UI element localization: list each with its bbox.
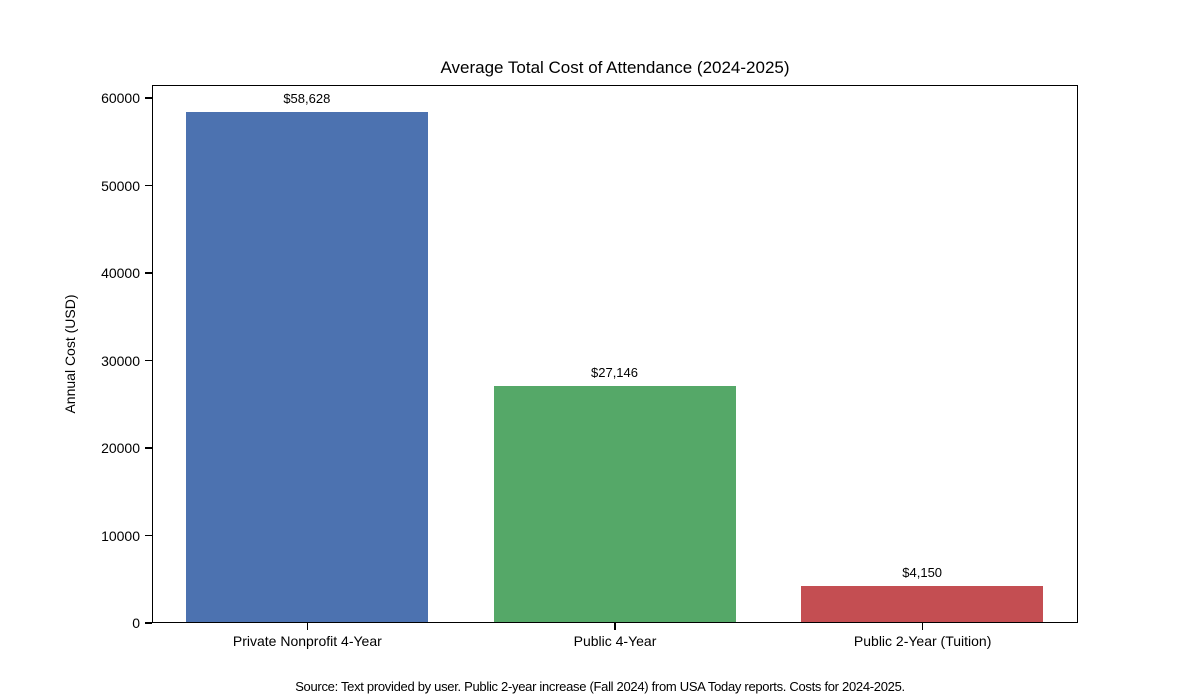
y-tick-label: 10000 <box>101 527 140 544</box>
y-tick-mark <box>145 359 152 362</box>
y-tick-label: 60000 <box>101 90 140 107</box>
chart-title: Average Total Cost of Attendance (2024-2… <box>440 58 790 77</box>
x-tick-mark <box>921 623 924 630</box>
bar-private-nonprofit-4-year <box>185 111 428 622</box>
bar-public-4-year <box>493 385 736 622</box>
y-tick-mark <box>145 184 152 187</box>
y-tick-label: 50000 <box>101 177 140 194</box>
bar-value-label: $58,628 <box>283 90 331 106</box>
y-tick-mark <box>145 534 152 537</box>
x-tick-label: Public 4-Year <box>573 633 657 649</box>
y-tick-mark <box>145 447 152 449</box>
bar-public-2-year-tuition <box>801 585 1044 622</box>
y-tick-label: 0 <box>132 615 140 631</box>
y-tick-label: 20000 <box>101 440 140 457</box>
plot-area: $58,628 $27,146 $4,150 <box>152 85 1078 623</box>
x-tick-mark <box>614 623 616 630</box>
y-tick-mark <box>145 622 152 624</box>
x-tick-label: Private Nonprofit 4-Year <box>232 633 382 649</box>
source-note: Source: Text provided by user. Public 2-… <box>295 679 905 694</box>
x-tick-label: Public 2-Year (Tuition) <box>853 633 992 649</box>
x-tick-mark <box>306 623 309 630</box>
bar-value-label: $27,146 <box>591 364 638 380</box>
y-tick-label: 40000 <box>101 265 140 282</box>
y-tick-label: 30000 <box>101 352 140 369</box>
bar-value-label: $4,150 <box>902 564 943 580</box>
y-tick-mark <box>145 272 152 274</box>
y-tick-mark <box>145 97 152 99</box>
